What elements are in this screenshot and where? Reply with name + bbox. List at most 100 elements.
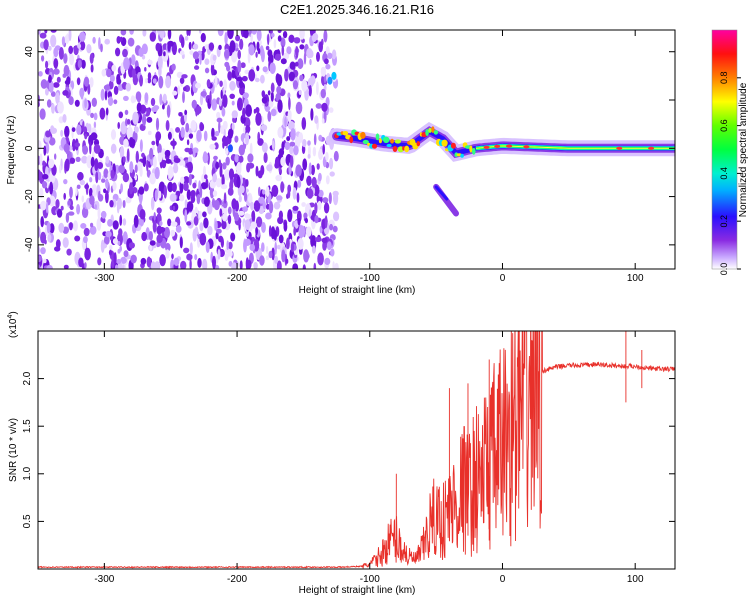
noise-speck [229, 80, 236, 91]
noise-speck [105, 107, 109, 116]
noise-speck [149, 240, 156, 246]
noise-speck [170, 229, 176, 237]
noise-speck [261, 222, 266, 233]
noise-speck [277, 30, 282, 34]
signal-track [328, 122, 675, 217]
noise-speck [103, 84, 110, 91]
noise-speck [119, 146, 125, 159]
noise-speck [245, 257, 249, 269]
noise-speck [163, 51, 166, 57]
noise-speck [274, 162, 280, 169]
noise-speck [304, 88, 309, 101]
noise-speck [165, 242, 171, 252]
noise-speck [197, 257, 202, 268]
noise-speck [113, 85, 119, 95]
noise-speck [74, 142, 81, 147]
noise-speck [231, 122, 235, 131]
noise-speck [301, 202, 306, 207]
noise-speck [128, 242, 135, 249]
noise-speck [84, 262, 87, 269]
noise-speck [317, 252, 324, 266]
colorbar-label: Normalized spectral amplitude [738, 82, 749, 217]
noise-speck [78, 257, 84, 268]
noise-speck [173, 257, 180, 266]
noise-speck [50, 125, 55, 133]
noise-speck [256, 41, 260, 52]
noise-speck [54, 45, 61, 51]
noise-speck [165, 158, 172, 164]
noise-speck [200, 91, 207, 97]
noise-speck [191, 99, 197, 109]
noise-speck [56, 208, 63, 218]
noise-speck [119, 214, 123, 226]
noise-speck [153, 105, 160, 111]
signal-peak [506, 144, 513, 148]
noise-speck [332, 261, 335, 269]
noise-speck [112, 220, 119, 230]
noise-speck [130, 254, 137, 264]
noise-speck [38, 71, 43, 77]
noise-speck [322, 144, 326, 155]
noise-speck [175, 190, 181, 196]
noise-speck [293, 37, 301, 44]
noise-speck [76, 124, 82, 135]
noise-speck [103, 235, 110, 245]
noise-speck [43, 39, 49, 51]
noise-speck [92, 36, 96, 44]
noise-speck [64, 125, 70, 138]
noise-speck [302, 139, 307, 148]
noise-speck [77, 43, 82, 49]
noise-speck [251, 30, 258, 35]
scale-exponent: 4 [7, 315, 14, 319]
noise-speck [73, 220, 78, 232]
noise-speck [324, 58, 329, 65]
noise-speck [53, 68, 60, 75]
noise-speck [43, 258, 47, 264]
noise-speck [181, 74, 188, 79]
noise-speck [243, 30, 249, 39]
noise-speck [194, 254, 198, 261]
noise-speck [152, 155, 157, 169]
noise-speck [46, 264, 53, 269]
noise-speck [297, 58, 304, 70]
noise-speck [123, 250, 129, 258]
noise-speck [213, 199, 220, 211]
snr-ticks: -300 -200 -100 0 100 0.5 1.0 1.5 2.0 [22, 331, 675, 585]
noise-speck [245, 179, 249, 187]
noise-speck [260, 124, 268, 132]
noise-speck [326, 241, 332, 251]
y-tick-label: -40 [24, 237, 35, 252]
noise-speck [308, 209, 312, 219]
noise-speck [224, 49, 230, 59]
noise-speck [75, 186, 78, 197]
noise-speck [301, 79, 308, 92]
noise-speck [227, 71, 233, 81]
noise-speck [267, 111, 272, 122]
noise-speck [216, 228, 222, 234]
signal-peak [648, 146, 655, 150]
noise-speck [316, 81, 319, 95]
noise-speck [159, 226, 166, 233]
noise-speck [186, 139, 190, 146]
noise-speck [133, 214, 139, 228]
noise-speck [226, 64, 231, 72]
noise-speck [154, 261, 161, 269]
noise-speck [139, 139, 143, 153]
noise-speck [261, 242, 265, 253]
noise-speck [142, 30, 147, 37]
noise-speck [172, 138, 175, 150]
noise-speck [149, 147, 154, 160]
snr-x-tick-label: -300 [94, 574, 114, 585]
noise-speck [314, 202, 318, 214]
noise-speck [227, 214, 232, 225]
signal-blob [349, 136, 354, 144]
noise-speck [284, 116, 287, 128]
noise-speck [199, 232, 207, 246]
noise-speck [82, 145, 89, 155]
noise-speck [93, 143, 101, 154]
noise-speck [311, 176, 317, 188]
snr-frame [37, 330, 676, 570]
noise-speck [75, 156, 81, 162]
noise-speck [46, 221, 51, 234]
noise-speck [231, 262, 238, 269]
